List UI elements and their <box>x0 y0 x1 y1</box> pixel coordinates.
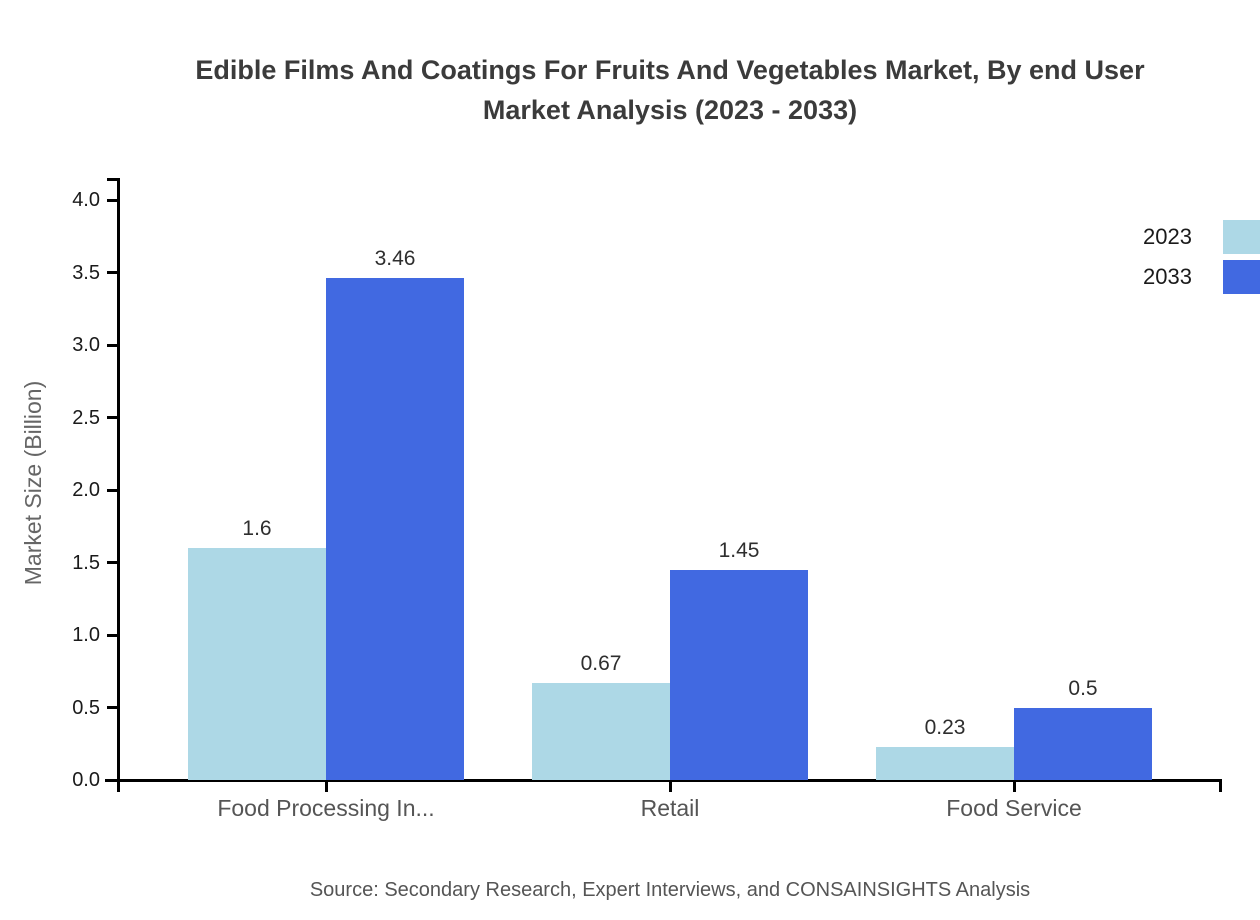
y-tick-mark <box>107 561 118 564</box>
bar-value-label: 0.23 <box>924 715 966 739</box>
bar-2033-1 <box>670 569 808 780</box>
y-tick-label: 1.5 <box>72 551 100 574</box>
x-tick-mark <box>324 780 328 792</box>
y-tick-label: 3.0 <box>72 334 100 356</box>
y-tick-label: 1.0 <box>72 624 100 646</box>
legend-row-2023: 2023 <box>1040 220 1260 254</box>
y-tick-mark <box>107 706 118 709</box>
bar-value-label: 1.45 <box>718 538 760 562</box>
bar-2023-1 <box>532 682 670 780</box>
y-tick-mark <box>107 343 118 347</box>
x-tick-mark <box>668 780 672 792</box>
y-tick-label: 0.5 <box>72 696 100 719</box>
x-category-label: Food Service <box>946 795 1082 821</box>
x-category-label: Retail <box>640 795 700 821</box>
y-tick-label: 2.5 <box>72 406 100 429</box>
legend-row-2033: 2033 <box>1040 260 1260 294</box>
chart-title-line2: Market Analysis (2023 - 2033) <box>482 95 858 125</box>
y-tick-mark <box>107 271 118 274</box>
bar-value-label: 0.5 <box>1068 676 1098 700</box>
x-axis-spine <box>105 779 1222 782</box>
legend-swatch <box>1223 260 1260 294</box>
chart-title-line1: Edible Films And Coatings For Fruits And… <box>195 55 1145 85</box>
y-tick-label: 4.0 <box>72 189 100 211</box>
y-axis-spine <box>117 178 120 792</box>
legend-label: 2033 <box>1143 264 1192 289</box>
y-tick-label: 2.0 <box>72 479 100 501</box>
bar-2033-2 <box>1014 707 1152 780</box>
legend-label: 2023 <box>1143 224 1192 249</box>
plot-area: 1.6 0.67 0.23 3.46 1.45 0.5 <box>118 178 1222 780</box>
legend-swatch <box>1223 220 1260 254</box>
chart-title: Edible Films And Coatings For Fruits And… <box>80 50 1260 130</box>
bar-2023-2 <box>876 746 1014 780</box>
x-category-label: Food Processing In... <box>217 795 435 821</box>
y-tick-label: 3.5 <box>72 261 100 284</box>
bar-value-label: 0.67 <box>580 651 622 675</box>
y-tick-mark <box>107 488 118 492</box>
bar-2023-0 <box>188 548 326 780</box>
bar-value-label: 1.6 <box>242 517 272 540</box>
x-tick-mark <box>1012 780 1016 792</box>
bar-value-label: 3.46 <box>374 247 416 271</box>
y-tick-mark <box>107 416 118 419</box>
y-tick-mark <box>107 778 118 782</box>
bar-2033-0 <box>326 278 464 780</box>
y-tick-mark <box>107 633 118 637</box>
x-axis-right-cap <box>1219 780 1222 792</box>
y-tick-label: 0.0 <box>72 769 100 791</box>
source-note: Source: Secondary Research, Expert Inter… <box>309 879 1031 901</box>
y-axis-top-cap <box>107 178 118 181</box>
y-tick-mark <box>107 198 118 202</box>
